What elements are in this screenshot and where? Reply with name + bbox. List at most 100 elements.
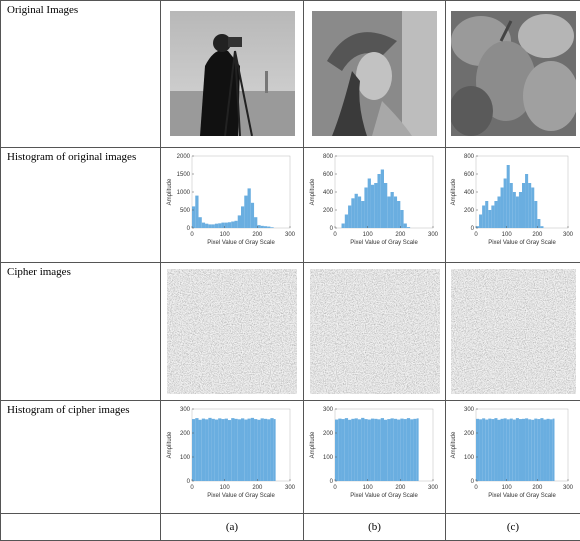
bar xyxy=(507,419,510,481)
image-cell xyxy=(161,1,304,148)
x-tick-label: 200 xyxy=(252,232,263,238)
bar xyxy=(397,420,400,481)
image-cell xyxy=(446,1,580,148)
bar xyxy=(264,226,267,228)
y-tick-label: 800 xyxy=(464,154,475,160)
empty-cell xyxy=(1,514,161,541)
bar xyxy=(413,419,416,481)
bar xyxy=(519,192,522,228)
x-axis-label: Pixel Value of Gray Scale xyxy=(350,240,418,246)
bar xyxy=(367,420,370,481)
bar xyxy=(357,197,360,229)
bar xyxy=(248,419,251,481)
bar xyxy=(410,419,413,481)
bar xyxy=(513,420,516,481)
bar xyxy=(344,215,347,229)
bar xyxy=(525,418,528,481)
x-tick-label: 300 xyxy=(563,232,574,238)
bar xyxy=(516,418,519,481)
bar xyxy=(416,418,418,481)
bar xyxy=(241,418,244,481)
y-tick-label: 200 xyxy=(322,208,333,214)
bar xyxy=(344,418,347,481)
y-tick-label: 300 xyxy=(322,407,333,413)
x-tick-label: 200 xyxy=(532,485,543,491)
bar xyxy=(354,418,357,481)
bar xyxy=(199,420,202,481)
y-tick-label: 100 xyxy=(464,455,475,461)
bar xyxy=(497,420,500,481)
bar xyxy=(257,225,260,228)
bar xyxy=(537,419,540,481)
bar xyxy=(254,217,257,228)
cipher-image xyxy=(167,269,297,394)
bar xyxy=(270,418,273,481)
bar xyxy=(482,418,485,481)
bar xyxy=(494,201,497,228)
bar xyxy=(361,201,364,228)
y-axis-label: Amplitude xyxy=(451,178,457,205)
bar xyxy=(192,419,195,481)
bar xyxy=(205,419,208,481)
bar xyxy=(261,418,264,481)
bar xyxy=(384,420,387,481)
x-axis-label: Pixel Value of Gray Scale xyxy=(207,493,275,499)
bar xyxy=(540,418,543,481)
bar xyxy=(528,183,531,228)
bar xyxy=(543,420,546,481)
bar xyxy=(261,226,264,228)
bar xyxy=(212,224,215,228)
bar xyxy=(264,419,267,481)
bar xyxy=(238,419,241,481)
row-label: Original Images xyxy=(1,1,161,148)
bar xyxy=(479,419,482,481)
x-tick-label: 300 xyxy=(427,232,438,238)
bar xyxy=(374,183,377,228)
bar xyxy=(202,223,205,228)
y-tick-label: 600 xyxy=(322,172,333,178)
image-cell xyxy=(304,1,446,148)
bar xyxy=(234,419,237,481)
bar xyxy=(248,188,251,228)
x-tick-label: 100 xyxy=(502,485,513,491)
bar xyxy=(267,419,270,481)
cameraman-image xyxy=(170,11,295,136)
x-tick-label: 200 xyxy=(532,232,543,238)
image-cell xyxy=(446,263,580,401)
y-tick-label: 400 xyxy=(322,190,333,196)
bar xyxy=(341,224,344,229)
x-tick-label: 300 xyxy=(285,485,296,491)
bar xyxy=(397,201,400,228)
bar xyxy=(212,419,215,481)
peppers-image xyxy=(451,11,576,136)
bar xyxy=(482,206,485,229)
bar xyxy=(357,419,360,481)
bar xyxy=(241,206,244,228)
y-tick-label: 1500 xyxy=(177,172,191,178)
bar xyxy=(519,419,522,481)
caption: (a) xyxy=(161,514,304,541)
chart-cell: 02004006008000100200300Pixel Value of Gr… xyxy=(304,148,446,263)
bar xyxy=(234,221,237,228)
bar xyxy=(354,194,357,228)
row: Cipher images xyxy=(1,263,580,401)
bar xyxy=(231,418,234,481)
bar xyxy=(550,419,553,481)
image-cell xyxy=(304,263,446,401)
bar xyxy=(377,419,380,481)
bar xyxy=(513,192,516,228)
y-axis-label: Amplitude xyxy=(451,431,457,458)
bar xyxy=(534,419,537,481)
bar xyxy=(364,419,367,481)
chart-cell: 01002003000100200300Pixel Value of Gray … xyxy=(446,401,580,514)
x-tick-label: 0 xyxy=(474,485,478,491)
bar xyxy=(534,201,537,228)
y-tick-label: 200 xyxy=(322,431,333,437)
bar xyxy=(510,419,513,481)
image-cell xyxy=(161,263,304,401)
y-axis-label: Amplitude xyxy=(310,431,316,458)
bar xyxy=(370,419,373,481)
